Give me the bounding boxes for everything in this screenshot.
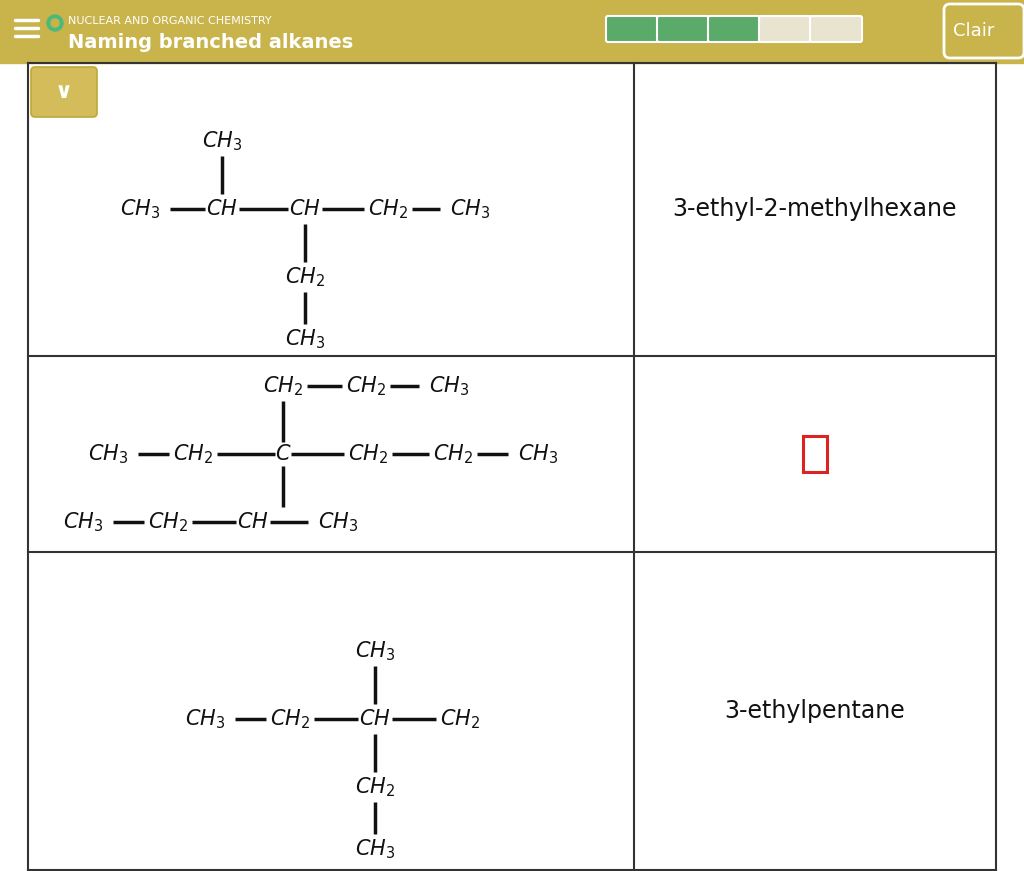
FancyBboxPatch shape [31,67,97,117]
Text: $CH_2$: $CH_2$ [368,197,409,221]
FancyBboxPatch shape [657,16,709,42]
Text: $CH_2$: $CH_2$ [173,442,213,466]
Text: $CH_3$: $CH_3$ [62,510,103,534]
Text: 3-ethylpentane: 3-ethylpentane [725,699,905,723]
Text: $CH_2$: $CH_2$ [346,375,386,398]
Text: NUCLEAR AND ORGANIC CHEMISTRY: NUCLEAR AND ORGANIC CHEMISTRY [68,16,271,26]
Text: $CH_2$: $CH_2$ [440,707,480,731]
Text: $CH_3$: $CH_3$ [450,197,490,221]
Text: $CH_2$: $CH_2$ [147,510,188,534]
Text: $CH_2$: $CH_2$ [433,442,473,466]
Text: Clair: Clair [953,22,994,40]
Circle shape [47,15,63,31]
Text: $CH$: $CH$ [359,709,391,729]
Text: $CH$: $CH$ [206,199,238,219]
Text: $CH_3$: $CH_3$ [202,129,242,152]
Text: ∨: ∨ [55,82,73,102]
Text: $CH_3$: $CH_3$ [285,327,326,351]
FancyBboxPatch shape [759,16,811,42]
Text: $CH_2$: $CH_2$ [285,265,325,289]
Text: $CH$: $CH$ [289,199,321,219]
Text: Naming branched alkanes: Naming branched alkanes [68,33,353,52]
FancyBboxPatch shape [606,16,658,42]
Bar [803,436,827,472]
FancyBboxPatch shape [810,16,862,42]
Text: $CH_2$: $CH_2$ [348,442,388,466]
Text: $CH_3$: $CH_3$ [518,442,558,466]
Text: $CH_3$: $CH_3$ [120,197,160,221]
Bar [0,0,1024,63]
Text: 3-ethyl-2-methylhexane: 3-ethyl-2-methylhexane [673,197,957,221]
Text: $CH_2$: $CH_2$ [270,707,310,731]
Text: $CH$: $CH$ [238,512,269,532]
FancyBboxPatch shape [944,4,1024,58]
Text: $CH_2$: $CH_2$ [355,775,395,799]
Text: $CH_3$: $CH_3$ [355,639,395,663]
Circle shape [51,19,59,27]
Text: $CH_3$: $CH_3$ [355,837,395,861]
Text: $CH_3$: $CH_3$ [88,442,128,466]
Text: $CH_3$: $CH_3$ [429,375,469,398]
Text: $CH_3$: $CH_3$ [317,510,358,534]
Text: $C$: $C$ [274,444,291,464]
Text: $CH_2$: $CH_2$ [263,375,303,398]
FancyBboxPatch shape [708,16,760,42]
Text: $CH_3$: $CH_3$ [185,707,225,731]
